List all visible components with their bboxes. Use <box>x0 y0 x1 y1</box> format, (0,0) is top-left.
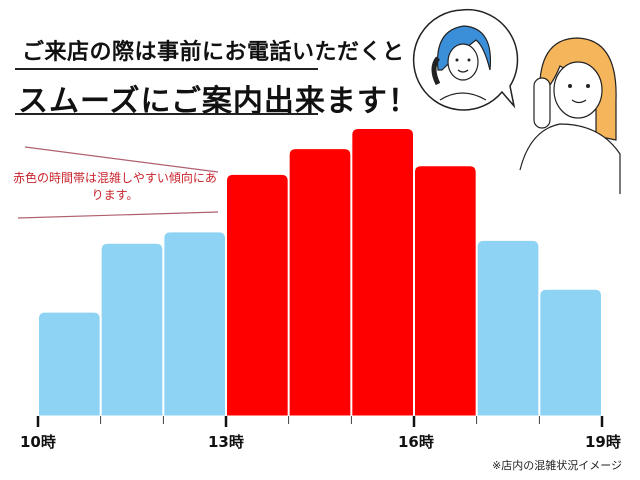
tick-label-19: 19時 <box>585 433 621 451</box>
headline-line-1: ご来店の際は事前にお電話いただくと <box>22 40 405 65</box>
bar-16 <box>415 166 476 416</box>
tick-label-13: 13時 <box>208 433 244 451</box>
bar-13 <box>227 174 288 416</box>
bar-17 <box>477 240 539 416</box>
x-axis <box>36 415 604 427</box>
annotation-line-bottom <box>17 211 219 219</box>
headline-divider <box>15 113 318 115</box>
bar-10 <box>39 312 100 416</box>
headline-divider <box>15 68 318 70</box>
annotation-line-top <box>24 146 219 173</box>
tick-label-16: 16時 <box>398 433 434 451</box>
tick-label-10: 10時 <box>20 433 56 451</box>
chart-caption: ※店内の混雑状況イメージ <box>492 459 622 472</box>
customer-on-phone-icon <box>519 37 621 194</box>
bar-18 <box>540 289 601 416</box>
bar-11 <box>101 243 163 416</box>
bar-14 <box>289 149 351 416</box>
bar-12 <box>164 232 225 416</box>
bars <box>39 129 601 416</box>
busy-annotation: 赤色の時間帯は混雑しやすい傾向にあります。 <box>13 171 217 202</box>
bar-15 <box>352 129 413 416</box>
staff-on-phone-icon <box>412 8 519 111</box>
